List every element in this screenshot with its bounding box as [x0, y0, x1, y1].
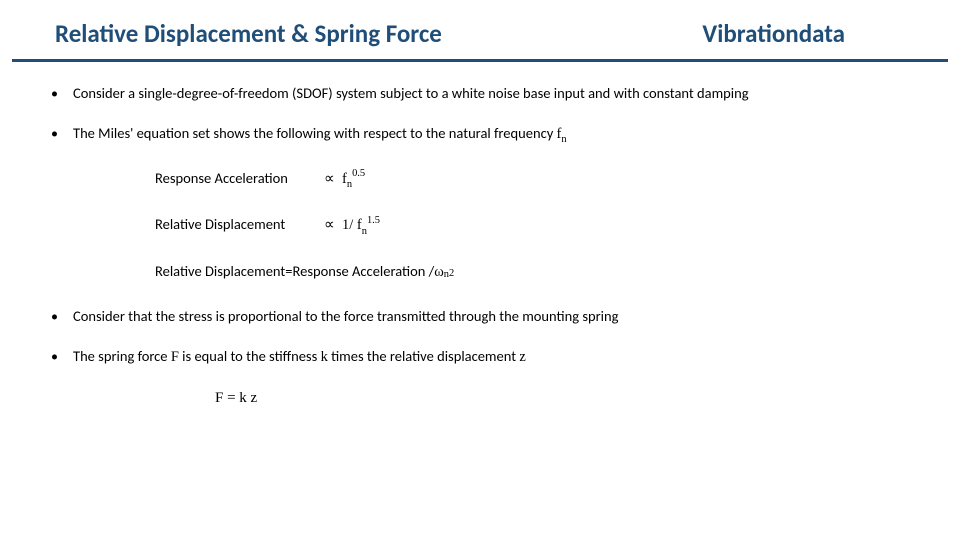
- var-k: k: [321, 349, 328, 365]
- bullet-text: The spring force F is equal to the stiff…: [73, 347, 526, 368]
- bullet-item: • The Miles' equation set shows the foll…: [45, 124, 915, 147]
- text-mid: is equal to the stiffness: [179, 347, 321, 365]
- bullet-item: • The spring force F is equal to the sti…: [45, 347, 915, 368]
- math-row-acceleration: Response Acceleration ∝ fn0.5: [155, 169, 915, 190]
- proportional-symbol: ∝: [320, 169, 339, 187]
- math-label: Relative Displacement: [155, 215, 320, 233]
- bullet-marker: •: [45, 347, 73, 367]
- equation-line: F = k z: [215, 390, 915, 407]
- bullet-item: • Consider a single-degree-of-freedom (S…: [45, 84, 915, 104]
- math-expr: 1/ fn1.5: [339, 215, 380, 236]
- slide-title: Relative Displacement & Spring Force: [55, 18, 442, 49]
- math-label: Response Acceleration: [155, 169, 320, 187]
- math-row-displacement: Relative Displacement ∝ 1/ fn1.5: [155, 215, 915, 236]
- math-expr: fn0.5: [339, 169, 365, 190]
- bullet-marker: •: [45, 84, 73, 104]
- sub-n: n: [362, 226, 367, 237]
- bullet-marker: •: [45, 307, 73, 327]
- slide-content: • Consider a single-degree-of-freedom (S…: [0, 62, 960, 407]
- math-lhs: Relative Displacement: [155, 262, 285, 280]
- var-omega: ω: [434, 264, 444, 281]
- var-z: z: [519, 349, 525, 365]
- sup-exp: 0.5: [352, 168, 365, 179]
- math-eq: =: [285, 262, 292, 280]
- sub-n: n: [561, 134, 566, 145]
- slide-header: Relative Displacement & Spring Force Vib…: [0, 0, 960, 59]
- sub-n: n: [347, 179, 352, 190]
- math-row-relation: Relative Displacement = Response Acceler…: [155, 262, 915, 281]
- bullet-marker: •: [45, 124, 73, 144]
- sup-exp: 1.5: [367, 215, 380, 226]
- math-block: Response Acceleration ∝ fn0.5 Relative D…: [155, 169, 915, 282]
- bullet-text: The Miles' equation set shows the follow…: [73, 124, 567, 147]
- var-F: F: [171, 349, 179, 365]
- bullet-item: • Consider that the stress is proportion…: [45, 307, 915, 327]
- math-rhs: Response Acceleration /: [292, 262, 434, 280]
- proportional-symbol: ∝: [320, 215, 339, 233]
- bullet-text-pre: The Miles' equation set shows the follow…: [73, 124, 557, 142]
- bullet-text: Consider that the stress is proportional…: [73, 307, 618, 327]
- bullet-text: Consider a single-degree-of-freedom (SDO…: [73, 84, 749, 104]
- sup-exp: 2: [449, 268, 454, 279]
- brand-label: Vibrationdata: [702, 18, 905, 49]
- var-frac: 1/ f: [342, 217, 362, 233]
- text-mid: times the relative displacement: [328, 347, 520, 365]
- text-pre: The spring force: [73, 347, 171, 365]
